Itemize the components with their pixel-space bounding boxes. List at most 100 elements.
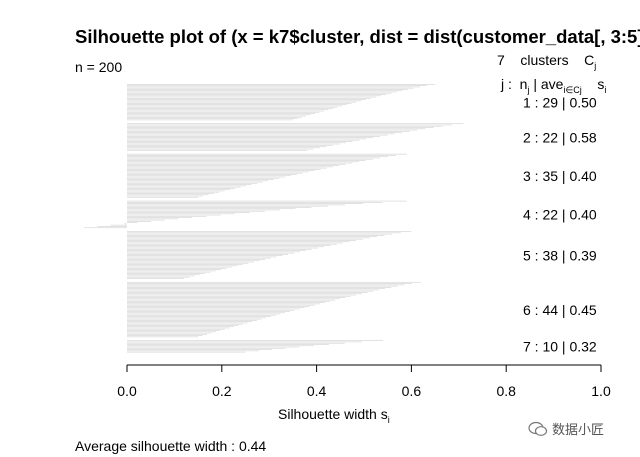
- column-j-label: j :: [501, 76, 512, 92]
- silhouette-bar: [127, 124, 452, 126]
- silhouette-bar: [127, 157, 381, 159]
- silhouette-bar: [127, 231, 412, 232]
- silhouette-bar: [127, 323, 243, 325]
- silhouette-bar: [127, 130, 410, 132]
- silhouette-bar: [127, 108, 333, 109]
- silhouette-bar: [127, 298, 341, 300]
- silhouette-bar: [127, 344, 329, 345]
- silhouette-bar: [127, 208, 296, 210]
- silhouette-bar: [127, 195, 204, 197]
- silhouette-bar: [127, 118, 298, 119]
- silhouette-bar: [110, 224, 127, 226]
- silhouette-bar: [127, 283, 412, 284]
- silhouette-bar: [127, 333, 207, 335]
- silhouette-bar: [127, 155, 397, 156]
- silhouette-bar: [127, 136, 381, 137]
- silhouette-bar: [127, 139, 360, 141]
- silhouette-bar: [127, 330, 221, 331]
- silhouette-bar: [127, 190, 225, 192]
- silhouette-bar: [127, 86, 421, 88]
- silhouette-bar: [127, 287, 392, 288]
- silhouette-bar: [127, 101, 357, 103]
- silhouette-bar: [127, 247, 318, 249]
- silhouette-bar: [127, 219, 165, 221]
- silhouette-bar: [127, 314, 276, 316]
- silhouette-bar: [127, 318, 262, 320]
- x-tick-label: 0.0: [117, 383, 137, 399]
- silhouette-bar: [127, 294, 357, 296]
- silhouette-bar: [127, 128, 426, 130]
- silhouette-bar: [127, 153, 407, 155]
- silhouette-bar: [127, 316, 271, 317]
- silhouette-bar: [127, 105, 343, 107]
- silhouette-bar: [127, 156, 388, 158]
- silhouette-bar: [127, 251, 300, 253]
- silhouette-bar: [127, 141, 353, 142]
- silhouette-bar: [127, 158, 373, 160]
- silhouette-bar: [127, 104, 347, 105]
- silhouette-bar: [127, 306, 310, 307]
- silhouette-bar: [127, 351, 246, 353]
- silhouette-bar: [127, 311, 290, 312]
- silhouette-bar: [127, 185, 247, 187]
- silhouette-bar: [127, 349, 272, 350]
- silhouette-bar: [127, 320, 257, 321]
- silhouette-bar: [127, 297, 346, 298]
- silhouette-bar: [127, 217, 193, 218]
- silhouette-bar: [127, 103, 352, 104]
- silhouette-bar: [127, 236, 378, 237]
- x-tick-label: 0.4: [307, 383, 327, 399]
- silhouette-bar: [127, 245, 331, 246]
- silhouette-bar: [127, 200, 407, 202]
- silhouette-bar: [127, 210, 265, 212]
- cluster-count-header: 7 clusters Cj: [497, 52, 596, 71]
- silhouette-bar: [127, 142, 347, 144]
- silhouette-bar: [127, 213, 236, 215]
- column-s-subscript: i: [604, 85, 607, 95]
- cluster-stat-label: 5 : 38 | 0.39: [523, 247, 597, 263]
- silhouette-bar: [127, 137, 374, 138]
- silhouette-bar: [127, 292, 368, 293]
- silhouette-bar: [127, 162, 353, 164]
- silhouette-bar: [127, 232, 401, 234]
- average-silhouette-label: Average silhouette width : 0.44: [75, 438, 267, 454]
- silhouette-bar: [127, 94, 387, 95]
- silhouette-bars: [84, 84, 464, 353]
- silhouette-bar: [127, 144, 333, 146]
- silhouette-bar: [127, 99, 366, 100]
- silhouette-bar: [127, 285, 398, 287]
- silhouette-bar: [127, 276, 190, 278]
- silhouette-bar: [127, 278, 184, 279]
- silhouette-bar: [127, 188, 236, 189]
- silhouette-bar: [127, 346, 300, 348]
- silhouette-bar: [127, 309, 295, 311]
- silhouette-bar: [127, 254, 289, 255]
- silhouette-bar: [127, 84, 436, 85]
- silhouette-bar: [127, 317, 267, 319]
- silhouette-bar: [127, 180, 269, 182]
- x-axis-title-text: Silhouette width s: [278, 406, 388, 422]
- silhouette-bar: [127, 325, 239, 326]
- silhouette-bar: [127, 132, 403, 133]
- silhouette-bar: [97, 226, 127, 227]
- silhouette-bar: [127, 290, 374, 292]
- silhouette-bar: [127, 110, 324, 112]
- silhouette-bar: [127, 274, 200, 276]
- silhouette-bar: [127, 221, 151, 222]
- silhouette-bar: [127, 327, 230, 329]
- silhouette-bar: [127, 109, 329, 111]
- silhouette-bar: [127, 171, 309, 173]
- silhouette-bar: [127, 212, 250, 213]
- silhouette-bar: [127, 326, 234, 328]
- silhouette-bar: [127, 267, 227, 269]
- silhouette-bar: [127, 129, 418, 131]
- silhouette-bar: [127, 97, 371, 99]
- silhouette-bar: [127, 147, 320, 149]
- silhouette-bar: [127, 331, 216, 333]
- silhouette-bar: [127, 91, 397, 93]
- cluster-stat-label: 4 : 22 | 0.40: [523, 207, 597, 223]
- silhouette-bar: [127, 269, 222, 270]
- silhouette-bar: [127, 133, 395, 135]
- silhouette-bar: [127, 160, 366, 161]
